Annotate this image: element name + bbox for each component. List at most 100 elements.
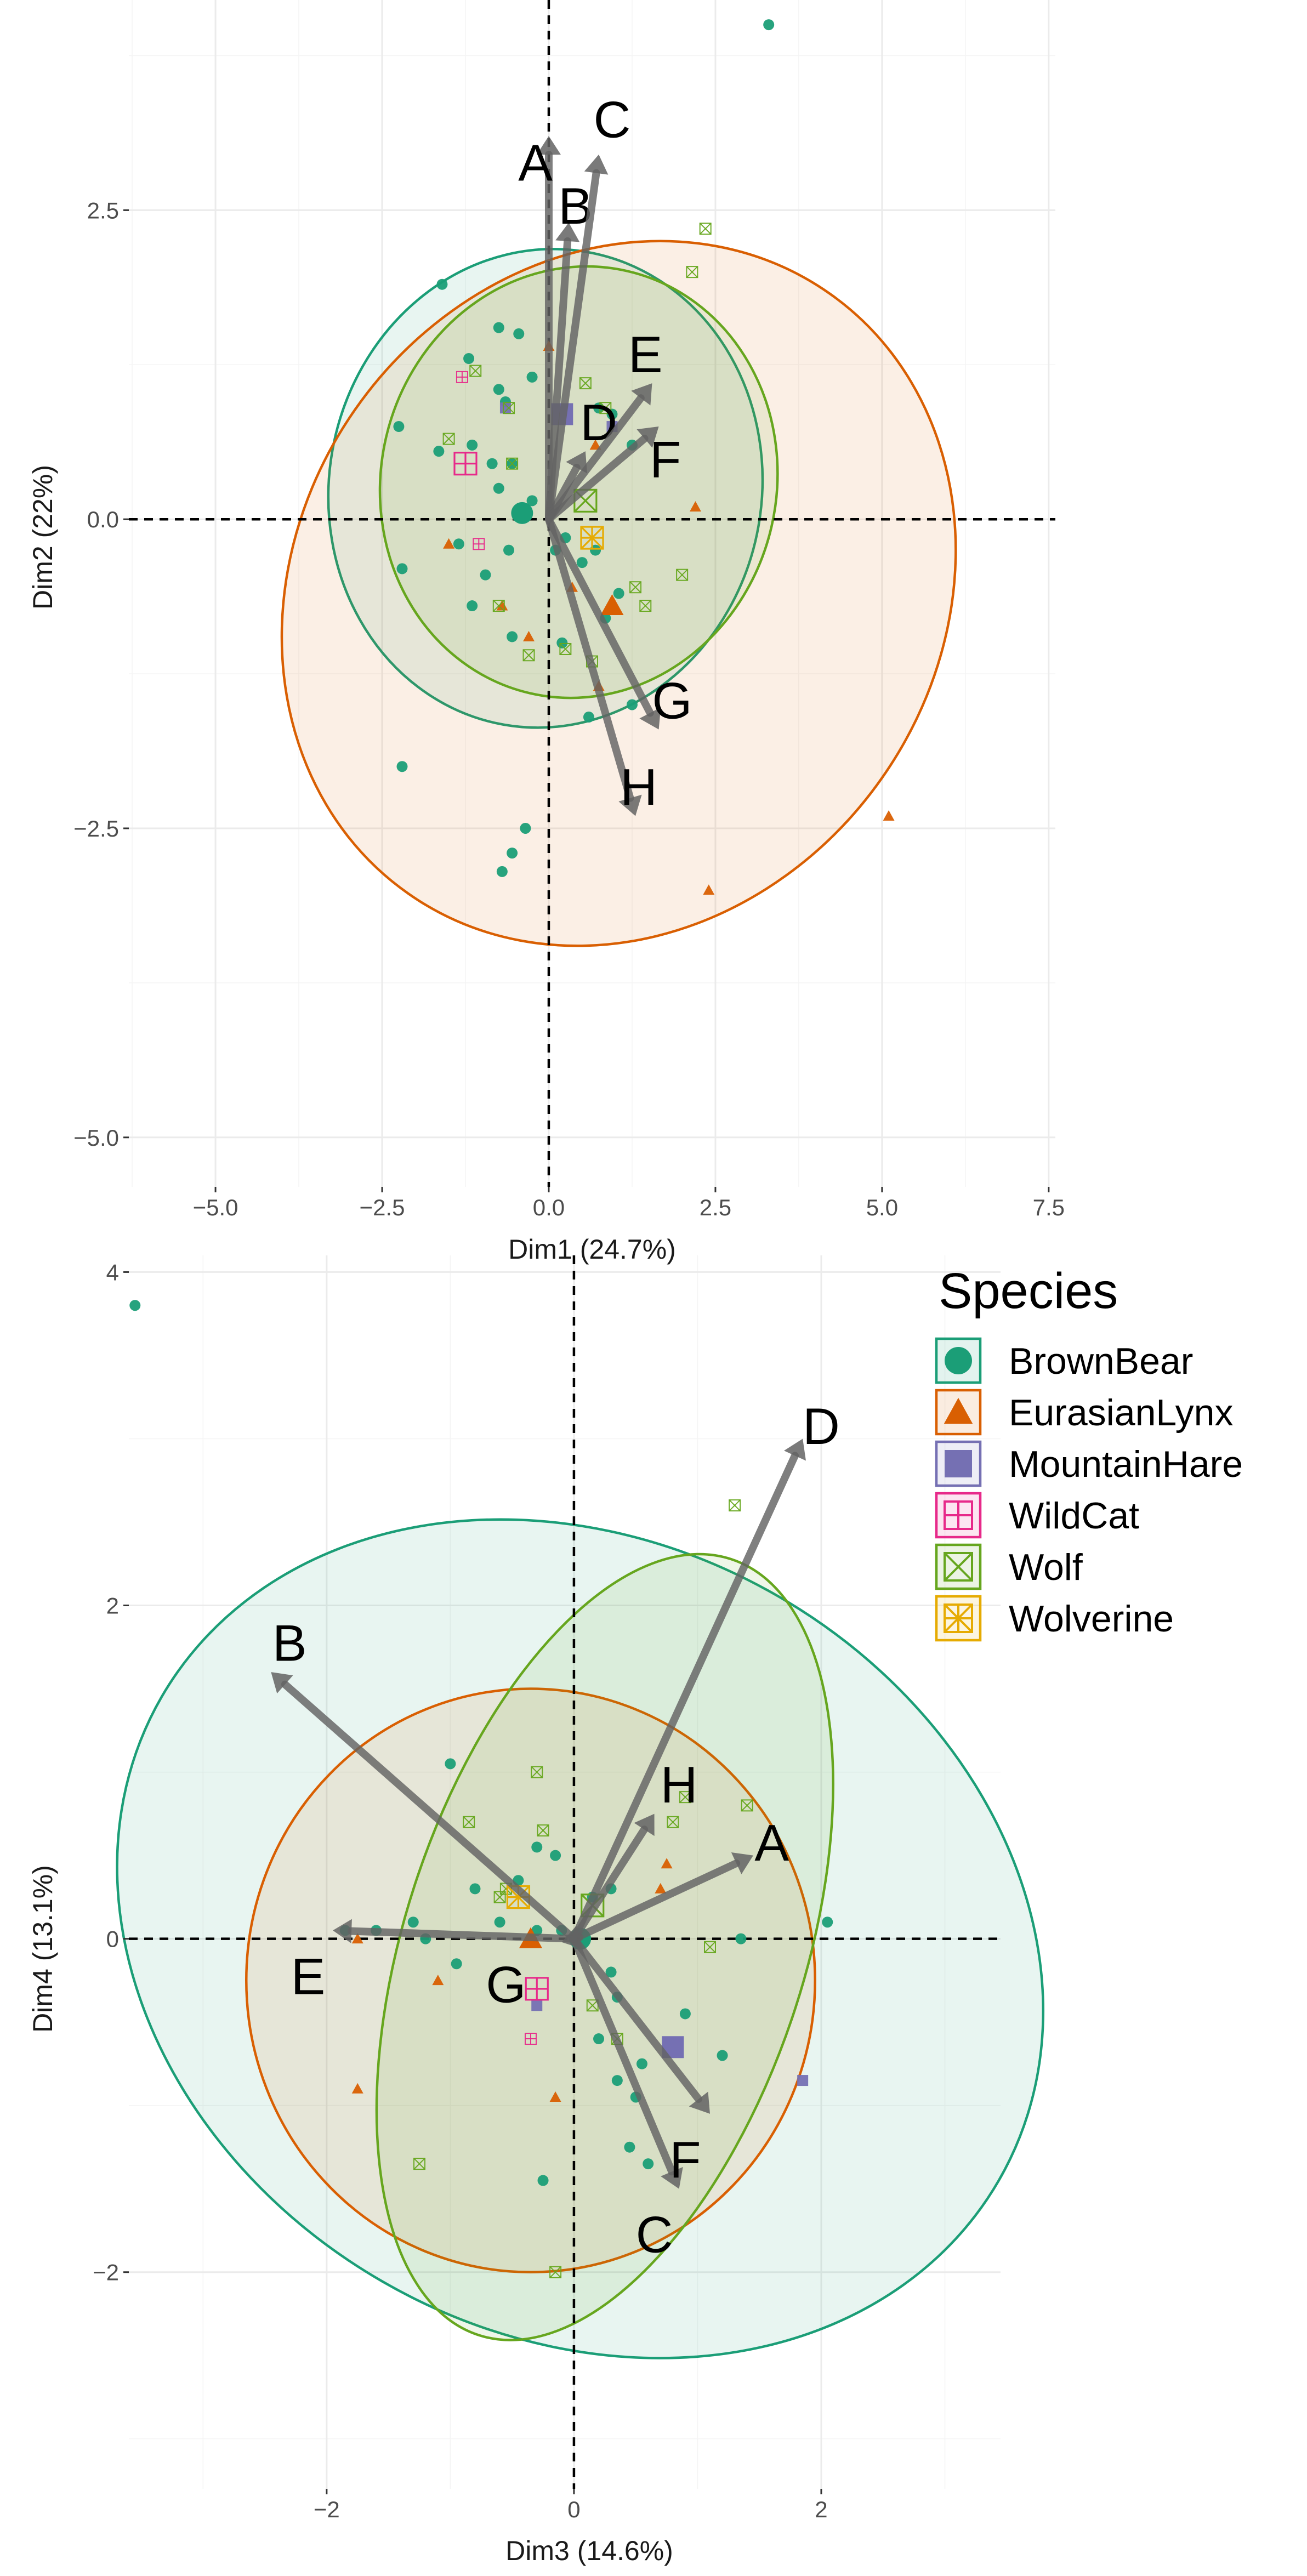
bottom-plot-area	[129, 1255, 1001, 2489]
legend-item-mountainhare: MountainHare	[935, 1440, 1243, 1487]
top-point-wolf	[559, 642, 572, 655]
bottom-point-brownbear	[643, 2158, 654, 2170]
bottom-point-eurasianlynx	[351, 2083, 363, 2094]
top-point-wolf	[469, 365, 482, 377]
top-point-brownbear	[576, 557, 588, 568]
bottom-point-wolf	[667, 1816, 679, 1828]
bottom-grid	[129, 1255, 1001, 2489]
legend-title: Species	[939, 1263, 1118, 1319]
legend-label: MountainHare	[1009, 1443, 1243, 1485]
bottom-ellipse-wolf	[375, 1553, 834, 2341]
bottom-point-brownbear	[407, 1917, 419, 1928]
bottom-point-wolf	[729, 1499, 741, 1512]
top-point-wolf	[442, 433, 455, 445]
top-arrow-a	[536, 136, 561, 524]
top-point-brownbear	[507, 631, 518, 642]
legend-item-wildcat: WildCat	[935, 1492, 1139, 1539]
legend-label: Wolverine	[1009, 1598, 1174, 1640]
bottom-point-brownbear	[593, 2033, 605, 2045]
top-point-wolf	[686, 266, 698, 278]
bottom-point-brownbear	[822, 1917, 833, 1928]
legend-item-wolverine: Wolverine	[935, 1595, 1174, 1642]
legend-key-circle-icon	[945, 1347, 972, 1374]
top-point-wolf	[492, 600, 505, 612]
bottom-point-wolf	[531, 1766, 543, 1778]
legend-key-square-plus-icon	[944, 1500, 973, 1530]
bottom-x-axis-title: Dim3 (14.6%)	[505, 2535, 673, 2566]
legend-label: WildCat	[1009, 1495, 1139, 1537]
top-point-brownbear	[626, 699, 638, 710]
top-y-tick-label: 0.0	[87, 507, 119, 532]
top-point-brownbear	[493, 322, 504, 333]
bottom-point-eurasianlynx	[432, 1975, 444, 1986]
bottom-arrow-e	[333, 1919, 578, 1943]
top-point-brownbear	[463, 353, 475, 365]
legend-label: Wolf	[1009, 1546, 1083, 1588]
bottom-point-brownbear	[624, 2141, 635, 2153]
bottom-y-axis-title: Dim4 (13.1%)	[27, 1865, 58, 2033]
legend-label: EurasianLynx	[1009, 1392, 1234, 1434]
bottom-point-eurasianlynx	[655, 1883, 667, 1893]
bottom-arrow-label-a: A	[754, 1814, 789, 1872]
top-point-eurasianlynx-centroid	[600, 594, 624, 616]
top-point-brownbear	[436, 278, 448, 290]
bottom-y-tick-label: 4	[106, 1259, 119, 1285]
top-point-brownbear	[493, 482, 504, 494]
bottom-point-brownbear	[550, 1850, 561, 1861]
top-y-tick-label: −2.5	[73, 816, 119, 841]
bottom-point-brownbear	[605, 1966, 617, 1978]
top-point-brownbear	[396, 761, 408, 772]
top-arrow-label-c: C	[594, 90, 631, 148]
bottom-arrow-d	[570, 1438, 806, 1943]
bottom-point-wolf	[463, 1816, 475, 1828]
top-point-brownbear	[526, 371, 538, 383]
top-point-brownbear	[453, 538, 464, 550]
bottom-arrow-label-g: G	[486, 1956, 526, 2014]
bottom-point-wolf	[704, 1941, 716, 1953]
top-axes: −5.0 −2.5 0.0 2.5 5.0 7.5 −5.0 −2.5 0.0 2.5	[73, 197, 1065, 1220]
top-point-wolf	[699, 223, 712, 235]
top-arrow-g	[544, 515, 661, 730]
legend-key-square-x-icon	[944, 1552, 973, 1582]
bottom-arrow-f	[570, 1935, 710, 2114]
top-x-tick-label: 2.5	[700, 1195, 731, 1220]
bottom-point-wolf	[413, 2158, 425, 2170]
bottom-point-wolf	[549, 2266, 562, 2278]
top-point-brownbear	[393, 421, 405, 433]
top-point-brownbear	[467, 600, 478, 612]
bottom-point-brownbear	[531, 1925, 543, 1936]
bottom-point-brownbear	[129, 1300, 141, 1311]
top-point-brownbear-centroid	[511, 502, 533, 524]
top-point-wolf	[676, 568, 689, 581]
top-arrow-c	[544, 154, 609, 524]
top-arrow-label-f: F	[650, 431, 681, 488]
top-y-axis-title: Dim2 (22%)	[27, 465, 58, 610]
bottom-x-tick-label: −2	[314, 2497, 340, 2522]
bottom-point-brownbear	[636, 2058, 647, 2069]
top-point-brownbear	[526, 495, 538, 507]
legend-key-square-icon	[945, 1450, 972, 1477]
bottom-y-tick-label: 2	[106, 1593, 119, 1619]
bottom-point-brownbear	[451, 1958, 462, 1970]
bottom-point-brownbear	[469, 1883, 481, 1895]
bottom-point-brownbear	[531, 1841, 543, 1853]
bottom-arrow-label-c: C	[636, 2206, 673, 2264]
bottom-arrow-label-h: H	[661, 1756, 698, 1813]
top-x-tick-label: −2.5	[360, 1195, 405, 1220]
bottom-arrow-h	[570, 1813, 655, 1943]
top-point-brownbear	[556, 637, 568, 649]
bottom-x-tick-label: 0	[567, 2497, 580, 2522]
bottom-y-tick-label: −2	[93, 2260, 119, 2285]
top-point-wolf	[639, 600, 652, 612]
bottom-ellipse-eurasianlynx	[245, 1687, 816, 2273]
top-arrow-label-g: G	[652, 672, 692, 729]
top-arrow-label-h: H	[620, 758, 657, 816]
top-point-mountainhare	[499, 402, 511, 414]
bottom-arrow-a	[570, 1852, 753, 1943]
bottom-point-eurasianlynx	[549, 2091, 561, 2102]
legend-key-triangle-icon	[944, 1397, 973, 1424]
bottom-arrow-label-b: B	[272, 1614, 307, 1671]
bottom-x-tick-label: 2	[815, 2497, 827, 2522]
top-point-eurasianlynx	[883, 810, 895, 821]
top-x-tick-label: −5.0	[193, 1195, 238, 1220]
